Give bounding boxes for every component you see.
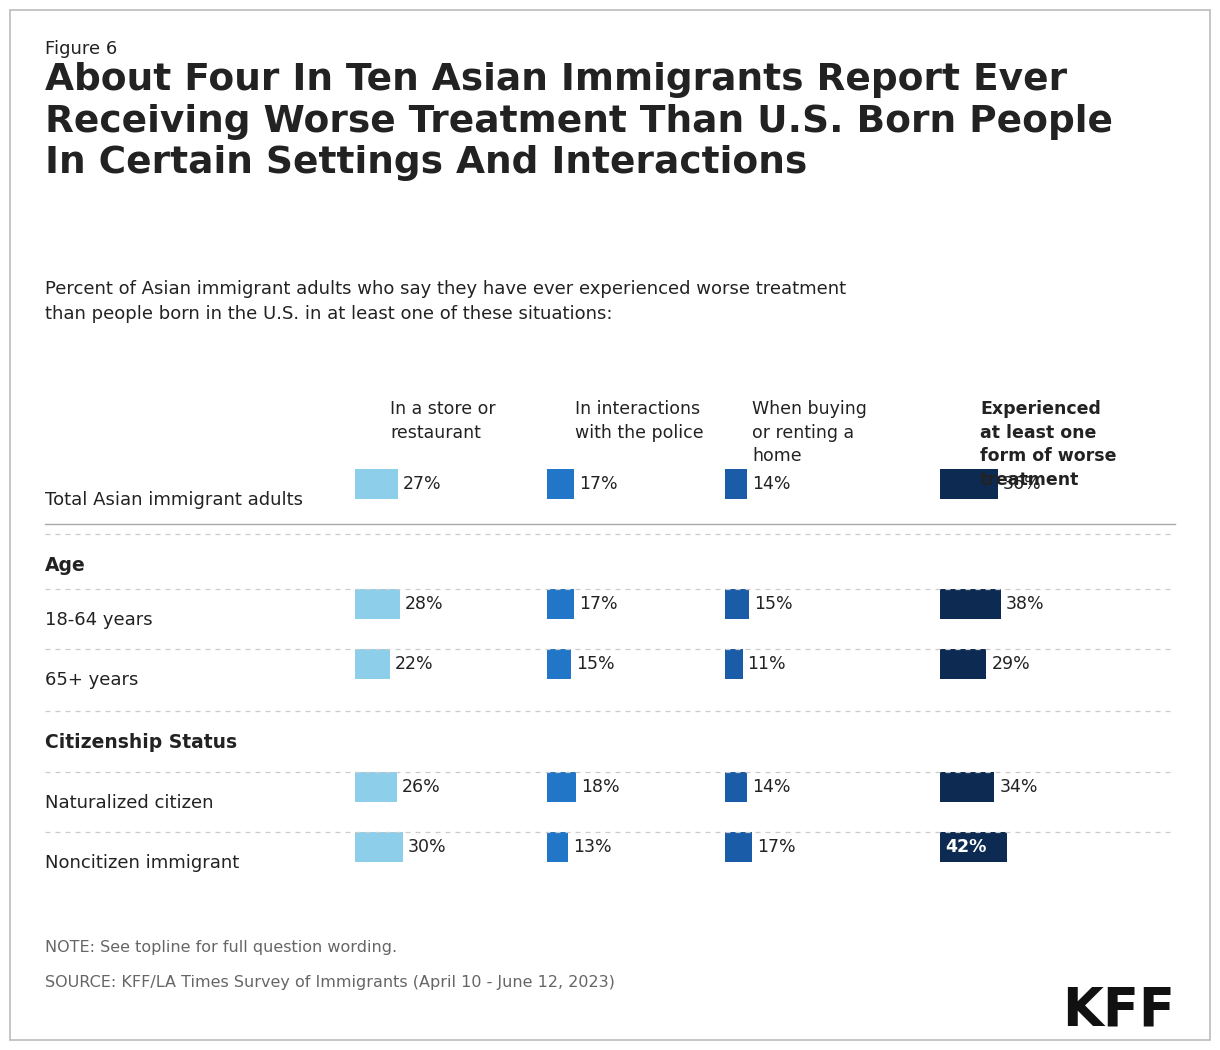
Bar bbox=[939, 589, 1000, 620]
Text: Total Asian immigrant adults: Total Asian immigrant adults bbox=[45, 491, 303, 509]
Text: 26%: 26% bbox=[401, 778, 440, 796]
Bar bbox=[355, 832, 403, 862]
Text: 17%: 17% bbox=[758, 838, 795, 856]
Bar bbox=[547, 589, 575, 620]
Text: In interactions
with the police: In interactions with the police bbox=[575, 400, 704, 442]
Text: 17%: 17% bbox=[580, 595, 617, 613]
Bar bbox=[725, 589, 749, 620]
Text: Percent of Asian immigrant adults who say they have ever experienced worse treat: Percent of Asian immigrant adults who sa… bbox=[45, 280, 847, 323]
Bar bbox=[547, 469, 575, 499]
Bar bbox=[355, 589, 400, 620]
Bar bbox=[355, 469, 398, 499]
Text: 30%: 30% bbox=[407, 838, 447, 856]
Text: 14%: 14% bbox=[753, 778, 791, 796]
Bar bbox=[547, 832, 567, 862]
Bar bbox=[355, 649, 390, 679]
Text: Noncitizen immigrant: Noncitizen immigrant bbox=[45, 854, 239, 872]
Bar bbox=[939, 772, 994, 802]
Text: 29%: 29% bbox=[992, 655, 1030, 673]
Text: 22%: 22% bbox=[395, 655, 434, 673]
FancyBboxPatch shape bbox=[10, 10, 1210, 1040]
Text: 17%: 17% bbox=[580, 475, 617, 494]
Text: 18-64 years: 18-64 years bbox=[45, 611, 152, 629]
Text: Citizenship Status: Citizenship Status bbox=[45, 733, 237, 752]
Text: 28%: 28% bbox=[405, 595, 443, 613]
Bar bbox=[547, 649, 571, 679]
Text: 18%: 18% bbox=[581, 778, 620, 796]
Bar bbox=[725, 469, 748, 499]
Text: 11%: 11% bbox=[748, 655, 786, 673]
Text: 15%: 15% bbox=[576, 655, 615, 673]
Text: Naturalized citizen: Naturalized citizen bbox=[45, 794, 214, 812]
Bar bbox=[939, 649, 987, 679]
Text: In a store or
restaurant: In a store or restaurant bbox=[390, 400, 495, 442]
Bar bbox=[725, 772, 748, 802]
Text: About Four In Ten Asian Immigrants Report Ever
Receiving Worse Treatment Than U.: About Four In Ten Asian Immigrants Repor… bbox=[45, 62, 1113, 182]
Text: 13%: 13% bbox=[573, 838, 611, 856]
Text: 27%: 27% bbox=[403, 475, 442, 494]
Text: 65+ years: 65+ years bbox=[45, 671, 138, 689]
Text: Figure 6: Figure 6 bbox=[45, 40, 117, 58]
Bar bbox=[355, 772, 396, 802]
Text: 15%: 15% bbox=[754, 595, 793, 613]
Text: SOURCE: KFF/LA Times Survey of Immigrants (April 10 - June 12, 2023): SOURCE: KFF/LA Times Survey of Immigrant… bbox=[45, 975, 615, 990]
Text: 14%: 14% bbox=[753, 475, 791, 494]
Bar bbox=[725, 649, 743, 679]
Text: 42%: 42% bbox=[946, 838, 987, 856]
Bar bbox=[939, 469, 998, 499]
Text: 36%: 36% bbox=[1003, 475, 1042, 494]
Bar bbox=[939, 832, 1008, 862]
Text: Experienced
at least one
form of worse
treatment: Experienced at least one form of worse t… bbox=[980, 400, 1116, 489]
Text: NOTE: See topline for full question wording.: NOTE: See topline for full question word… bbox=[45, 940, 398, 956]
Text: When buying
or renting a
home: When buying or renting a home bbox=[752, 400, 867, 465]
Text: Age: Age bbox=[45, 556, 85, 575]
Bar bbox=[547, 772, 576, 802]
Text: KFF: KFF bbox=[1063, 985, 1175, 1037]
Text: 34%: 34% bbox=[999, 778, 1038, 796]
Text: 38%: 38% bbox=[1005, 595, 1044, 613]
Bar bbox=[725, 832, 753, 862]
